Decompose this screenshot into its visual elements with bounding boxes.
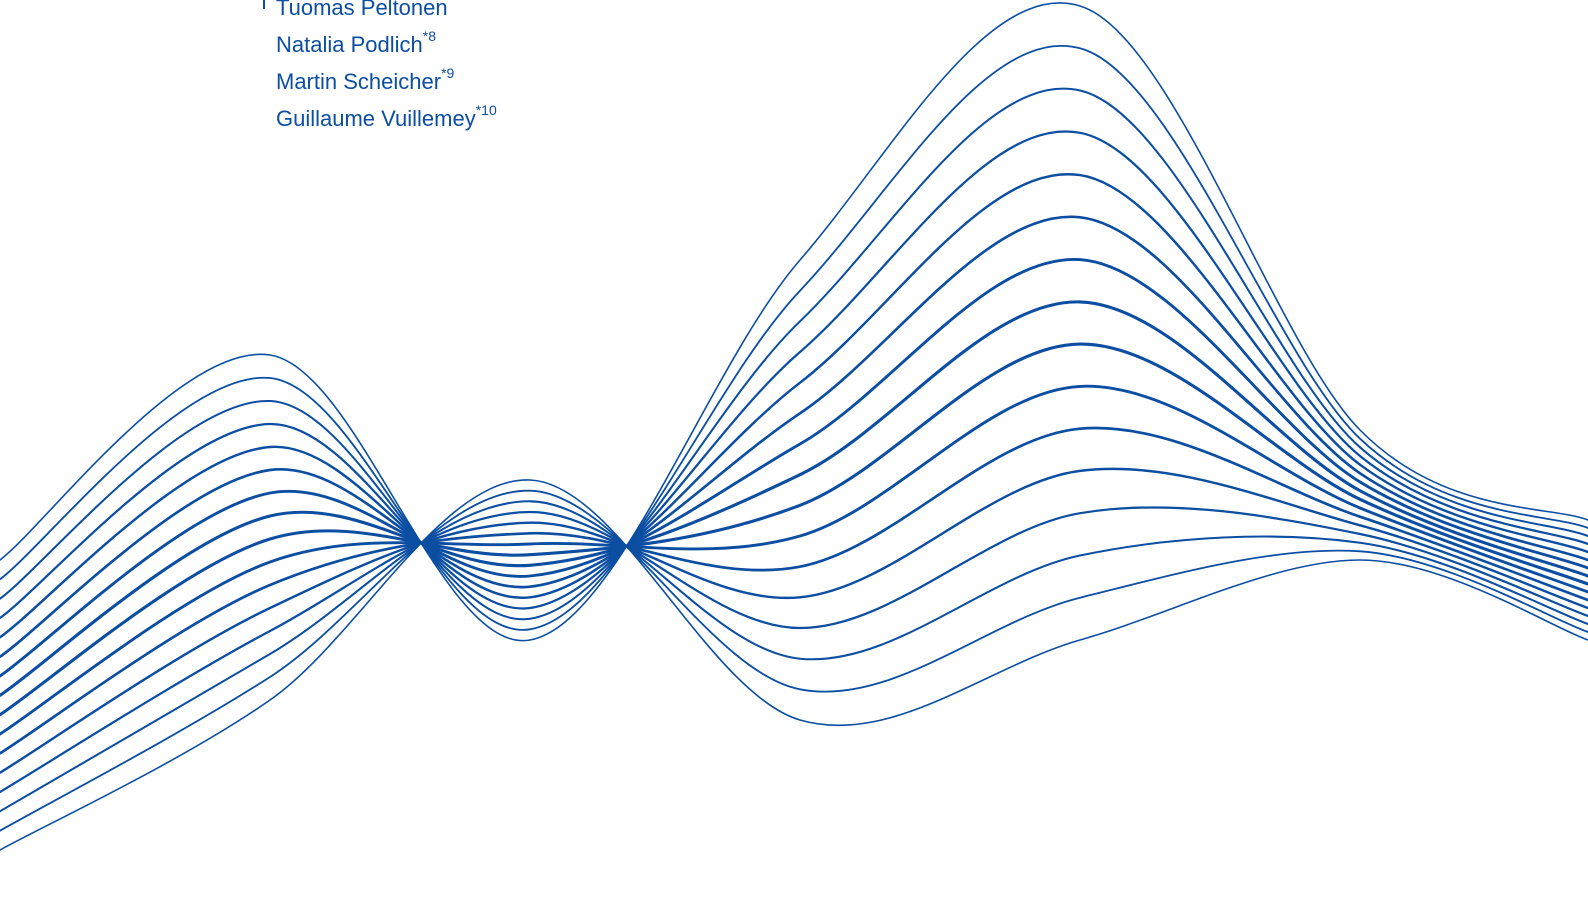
wave-line — [0, 489, 1588, 832]
wave-line — [0, 258, 1588, 678]
author-affiliation-mark: *10 — [475, 101, 497, 118]
wave-line — [0, 426, 1588, 755]
author-name-podlich: Natalia Podlich*8 — [276, 26, 497, 63]
wave-line — [0, 2, 1588, 642]
author-name: Tuomas Peltonen — [276, 0, 448, 20]
wave-line — [0, 467, 1588, 774]
author-name: Martin Scheicher — [276, 69, 442, 94]
wave-line — [0, 173, 1588, 639]
author-list-marker — [263, 0, 265, 9]
author-name-scheicher: Martin Scheicher*9 — [276, 63, 497, 100]
wave-line — [0, 215, 1588, 659]
wave-line — [0, 506, 1588, 794]
wave-line — [0, 300, 1588, 697]
author-name-vuillemey: Guillaume Vuillemey*10 — [276, 100, 497, 137]
wave-line — [0, 500, 1588, 813]
wave-line — [0, 342, 1588, 717]
author-list: Tuomas Peltonen Natalia Podlich*8 Martin… — [276, 0, 497, 137]
author-affiliation-mark: *9 — [441, 64, 455, 81]
wave-line — [0, 45, 1588, 631]
wave-line — [0, 87, 1588, 621]
author-name-peltonen: Tuomas Peltonen — [276, 0, 497, 26]
author-name: Guillaume Vuillemey — [276, 106, 476, 131]
wave-line — [0, 479, 1588, 851]
author-affiliation-mark: *8 — [422, 27, 436, 44]
wave-line — [0, 130, 1588, 620]
wave-line — [0, 384, 1588, 736]
author-name: Natalia Podlich — [276, 32, 423, 57]
